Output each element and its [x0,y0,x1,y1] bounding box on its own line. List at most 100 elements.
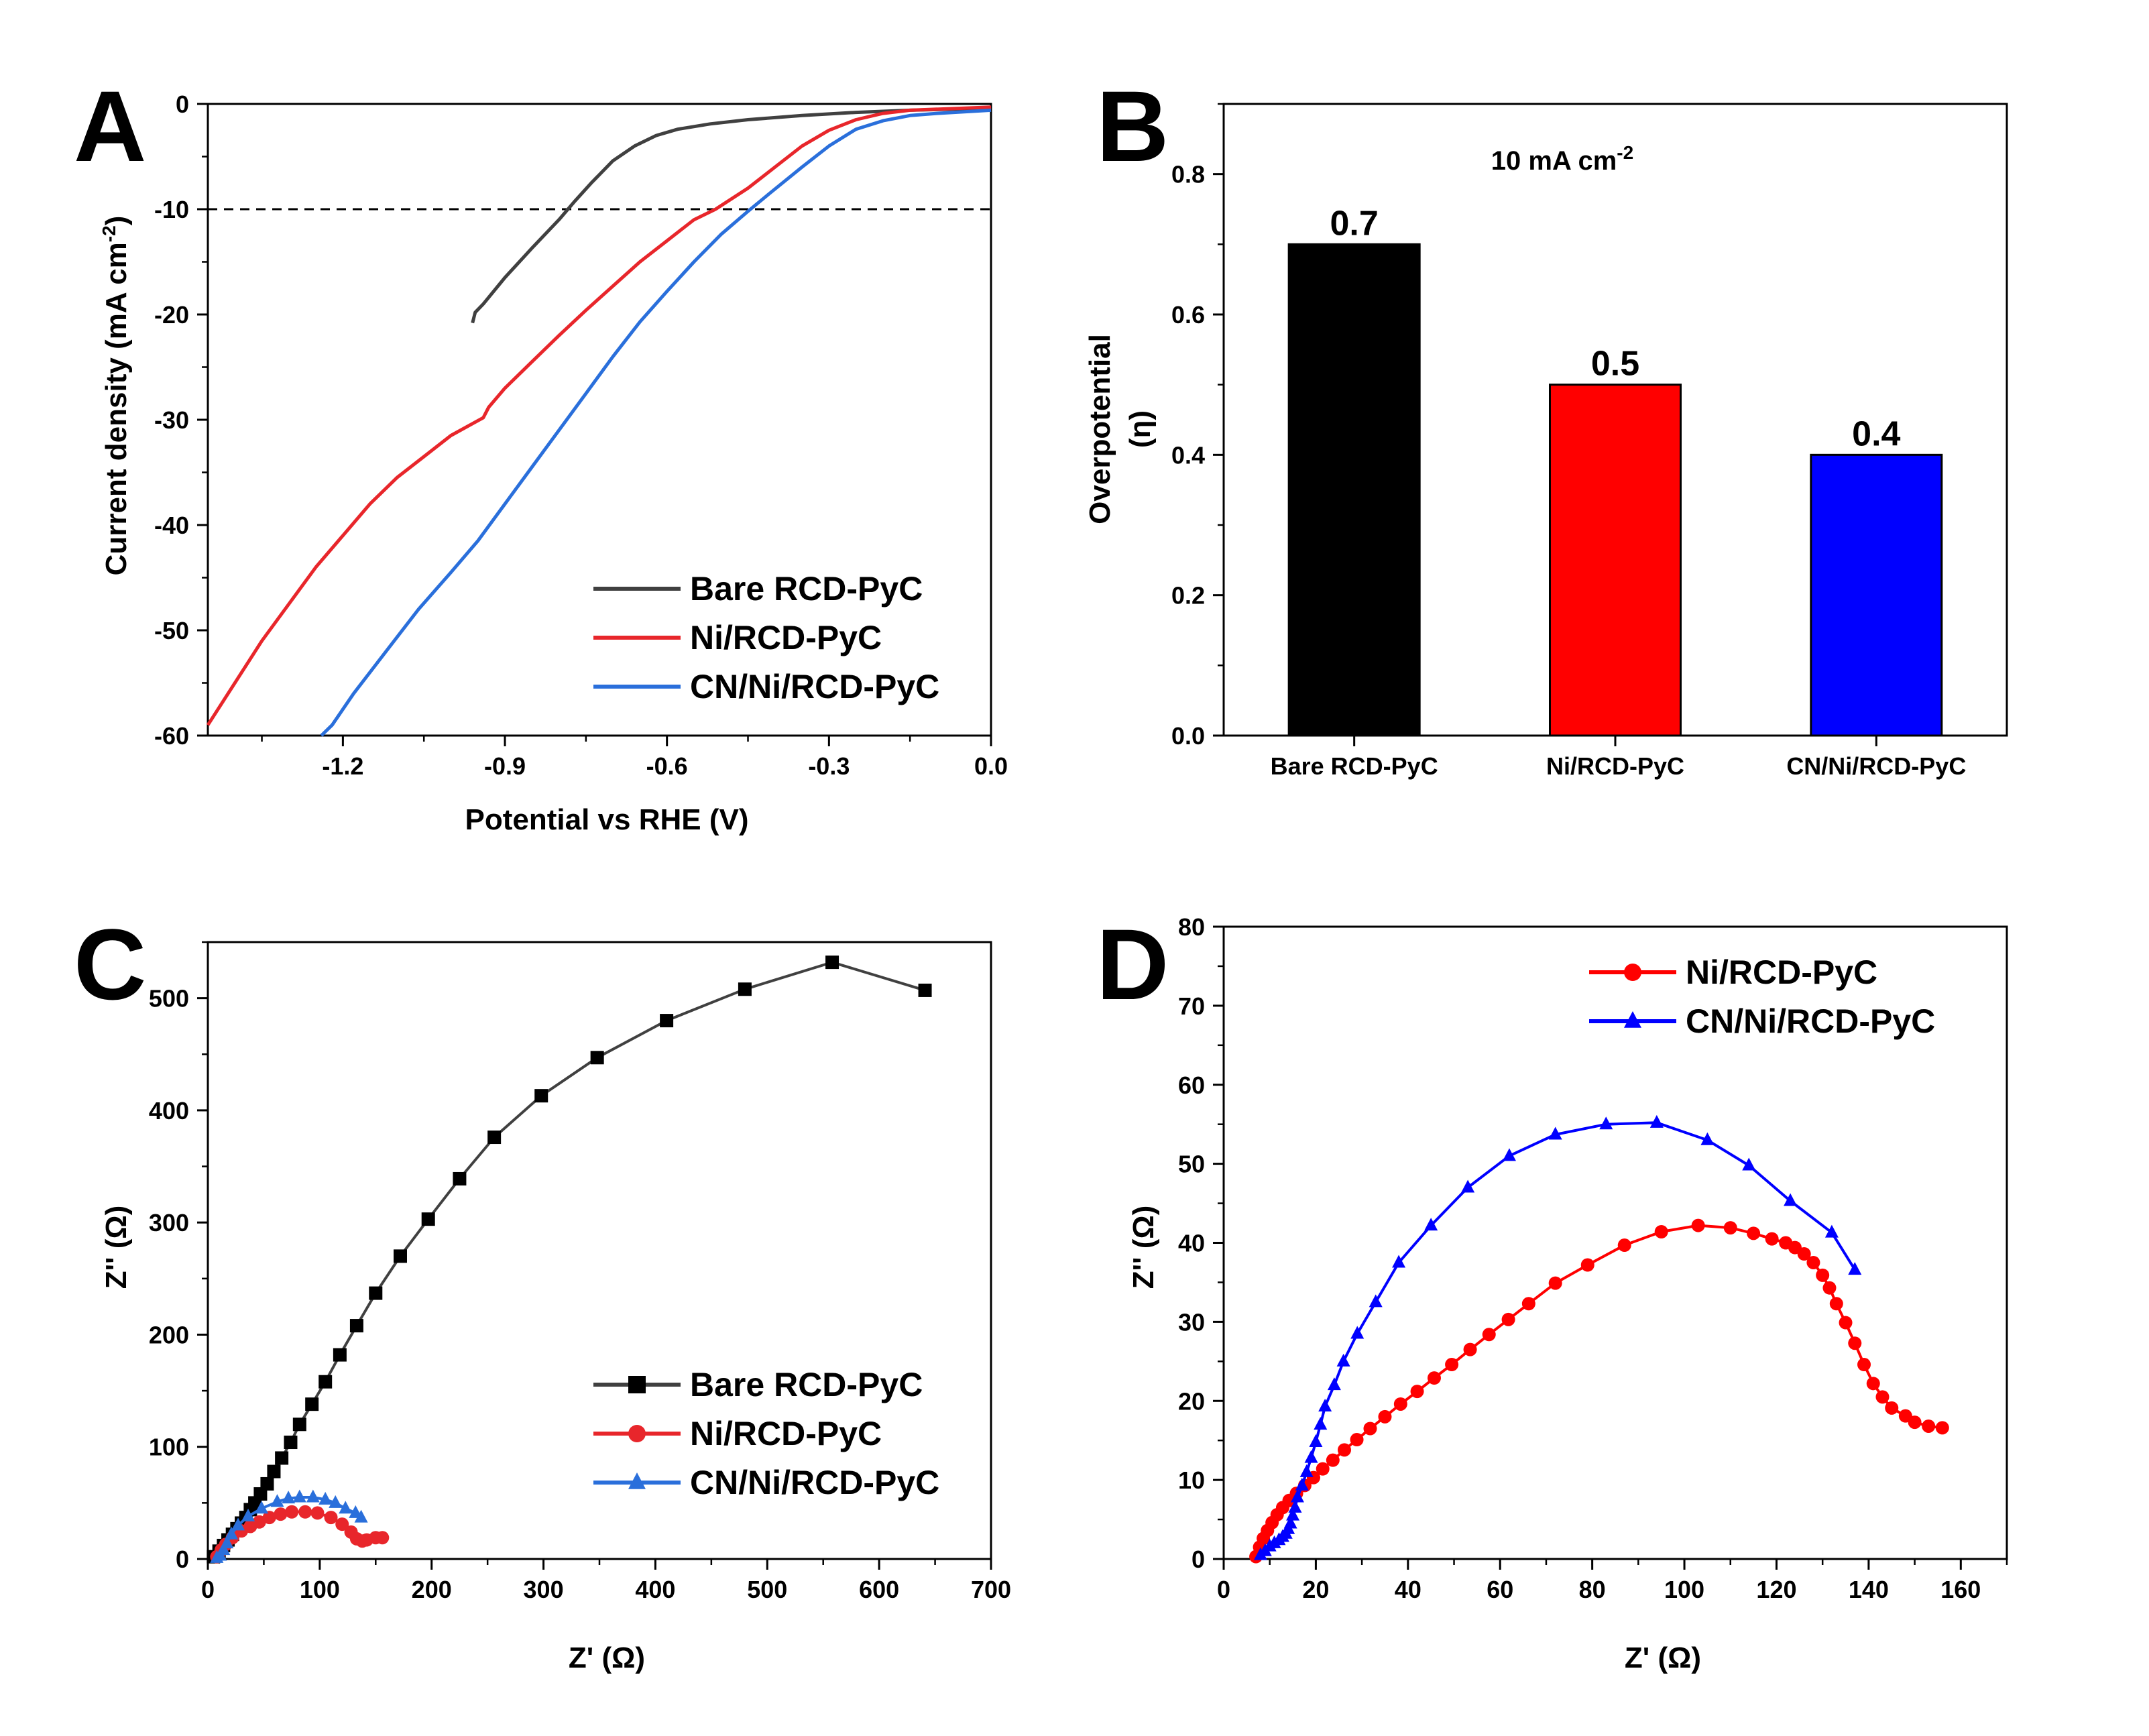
panel-b-category-label-1: Ni/RCD-PyC [1546,752,1684,780]
panel-c-xtick-label: 200 [412,1576,452,1603]
panel-a-legend-label: Ni/RCD-PyC [690,619,882,656]
panel-a: A -1.2 -0.9 -0.6 -0.3 0.0 0 -10 -20 -30 -40 -50 -60… [74,70,1008,836]
panel-d-legend-marker [1624,964,1641,981]
panel-a-ytick-label: -40 [154,512,189,539]
panel-d-point-1 [1700,1132,1715,1145]
panel-b-bar-value-0: 0.7 [1330,204,1379,243]
panel-c-point-2 [292,1489,306,1503]
panel-d-xtick-label: 80 [1579,1576,1606,1603]
panel-d-point-0 [1885,1401,1899,1415]
panel-d-ylabel: Z'' (Ω) [1127,1206,1160,1289]
panel-a-ytick-label: -10 [154,196,189,223]
panel-d-point-0 [1848,1336,1862,1350]
panel-c-point-0 [267,1464,281,1479]
panel-a-xtick-label: -0.6 [646,752,688,780]
panel-d-xtick-label: 120 [1756,1576,1796,1603]
panel-d-point-0 [1829,1297,1843,1311]
panel-d-point-1 [1461,1179,1475,1193]
panel-a-ytick-label: -60 [154,722,189,750]
panel-d-point-0 [1875,1390,1890,1404]
panel-d-point-0 [1822,1281,1837,1295]
panel-d-point-1 [1286,1507,1300,1521]
panel-d-point-0 [1580,1258,1594,1272]
panel-c-point-1 [285,1505,299,1519]
panel-a-ytick-label: -30 [154,406,189,434]
panel-d-point-1 [1327,1377,1341,1391]
panel-c-point-2 [255,1501,269,1514]
panel-d-point-0 [1816,1268,1830,1282]
panel-d-point-1 [1824,1224,1839,1238]
panel-a-ytick-label: 0 [176,91,189,118]
panel-d-ytick-label: 80 [1178,913,1205,941]
panel-d: D 0 20 40 60 80 100 120 140 160 0 10 20 30 40 50 60 70 80… [1096,908,2008,1674]
panel-d-point-1 [1548,1126,1562,1140]
panel-d-point-0 [1350,1433,1364,1447]
panel-d-point-1 [1502,1148,1516,1161]
panel-b: B 0.0 0.2 0.4 0.6 0.8 0.7 Bare RCD-PyC 0.5 Ni/RC… [1084,70,2008,780]
panel-c-point-1 [324,1511,338,1525]
panel-c-point-0 [918,983,932,997]
panel-c-ytick-label: 500 [149,985,189,1012]
panel-c-point-0 [253,1487,268,1501]
panel-d-point-0 [1797,1247,1811,1261]
panel-c-point-1 [274,1507,288,1521]
panel-c-point-0 [318,1375,333,1389]
panel-d-point-0 [1363,1422,1377,1436]
panel-a-legend-label: CN/Ni/RCD-PyC [690,668,939,705]
panel-d-point-1 [1295,1477,1309,1491]
panel-a-ytick-label: -20 [154,301,189,329]
panel-b-ylabel: Overpotential [1084,334,1116,524]
panel-d-point-0 [1410,1385,1424,1399]
panel-c-point-2 [282,1491,296,1504]
panel-c-point-0 [260,1477,274,1491]
panel-d-point-1 [1350,1326,1364,1339]
panel-d-point-1 [1784,1193,1798,1206]
panel-c-point-1 [375,1531,390,1545]
panel-c-legend-marker [628,1425,646,1442]
panel-d-point-1 [1299,1464,1314,1477]
panel-c-legend-label: Bare RCD-PyC [690,1366,923,1403]
panel-c-point-2 [231,1517,245,1531]
panel-d-point-0 [1806,1255,1820,1269]
panel-c-point-1 [335,1517,349,1531]
panel-a-xtick-label: -1.2 [322,752,363,780]
panel-letter-b: B [1096,70,1169,182]
panel-b-bar-1 [1549,384,1682,737]
panel-c-point-0 [487,1131,502,1145]
panel-d-ytick-label: 60 [1178,1072,1205,1099]
panel-a-xtick-label: 0.0 [974,752,1008,780]
panel-c-point-0 [305,1397,319,1411]
panel-d-point-0 [1378,1409,1392,1424]
panel-d-point-1 [1283,1515,1297,1529]
panel-d-point-0 [1922,1419,1936,1433]
panel-d-xtick-label: 0 [1217,1576,1230,1603]
panel-c-point-0 [369,1286,383,1300]
panel-d-point-0 [1326,1453,1340,1467]
panel-c-legend-label: CN/Ni/RCD-PyC [690,1464,939,1501]
panel-c-point-1 [298,1505,312,1519]
panel-c-point-0 [333,1348,347,1362]
panel-letter-c: C [74,908,146,1021]
panel-d-xtick-label: 140 [1849,1576,1889,1603]
panel-d-ytick-label: 50 [1178,1151,1205,1178]
panel-d-point-0 [1908,1415,1922,1430]
panel-b-ytick-label: 0.4 [1171,441,1205,469]
panel-d-point-1 [1288,1499,1302,1513]
panel-d-ytick-label: 30 [1178,1308,1205,1336]
panel-d-point-0 [1747,1226,1761,1240]
panel-c-ytick-label: 100 [149,1434,189,1461]
panel-d-point-0 [1501,1312,1515,1326]
panel-d-point-1 [1369,1294,1383,1308]
panel-d-point-0 [1463,1342,1477,1356]
panel-d-legend-label: Ni/RCD-PyC [1686,953,1877,991]
panel-a-series-line-1 [206,105,992,726]
panel-d-plot: 0 20 40 60 80 100 120 140 160 0 10 20 30 40 50 60 70 80 [1178,913,2008,1603]
panel-a-xtick-label: -0.3 [808,752,850,780]
panel-b-bar-value-1: 0.5 [1591,345,1639,384]
panel-a-plot: -1.2 -0.9 -0.6 -0.3 0.0 0 -10 -20 -30 -40 -50 -60 [154,91,1008,780]
panel-letter-a: A [74,70,146,182]
panel-d-point-1 [1309,1434,1323,1448]
panel-c-point-0 [660,1014,674,1028]
panel-c-point-2 [318,1491,333,1505]
